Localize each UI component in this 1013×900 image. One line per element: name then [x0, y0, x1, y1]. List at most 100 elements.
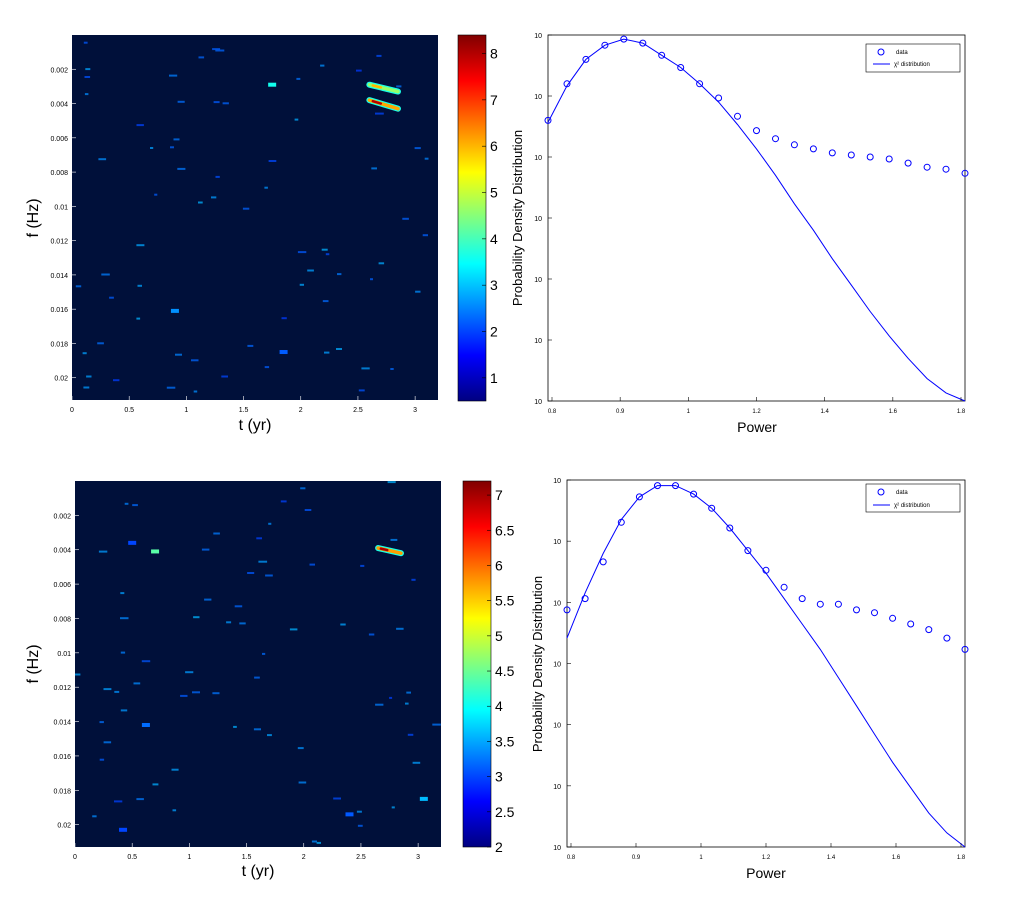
heatmap-noise: [120, 617, 129, 620]
data-point: [816, 600, 824, 608]
y-tick-label: 10: [534, 277, 542, 284]
y-tick-label: 10: [553, 845, 561, 852]
heatmap-noise: [84, 76, 91, 78]
y-tick-label: 10: [534, 338, 542, 345]
pdf-bottom-legend-chi-label: χ² distribution: [894, 503, 930, 509]
x-tick-label: 1.8: [957, 409, 966, 415]
y-tick-label: 10: [553, 723, 561, 730]
x-tick-label: 1.4: [820, 409, 829, 415]
data-point: [620, 35, 628, 43]
data-point: [853, 606, 860, 614]
heatmap-noise: [405, 702, 409, 705]
colorbar-tick-label: 6: [490, 138, 498, 154]
colorbar-tick-label: 7: [490, 92, 498, 108]
y-tick-label: 0.006: [53, 582, 71, 589]
y-tick-label: 0.002: [50, 67, 68, 74]
data-point: [753, 127, 760, 135]
heatmap-noise: [414, 147, 421, 150]
heatmap-ridge-peak: [379, 547, 389, 552]
heatmap-noise: [152, 783, 159, 786]
heatmap-noise: [212, 692, 220, 695]
heatmap-noise: [396, 85, 402, 88]
pdf-top-legend-data-label: data: [896, 50, 908, 56]
heatmap-noise: [340, 623, 346, 626]
y-tick-label: 10: [553, 539, 561, 546]
heatmap-noise: [120, 592, 125, 595]
heatmap-noise: [371, 167, 377, 170]
data-point: [834, 600, 842, 608]
heatmap-noise: [281, 317, 287, 320]
colorbar-tick-label: 4: [495, 698, 503, 714]
pdf-bottom-marks: [563, 482, 969, 848]
heatmap-noise: [387, 481, 396, 484]
data-point: [677, 64, 685, 71]
y-tick-label: 10: [534, 94, 542, 101]
x-tick-label: 0.9: [616, 409, 625, 415]
heatmap-noise: [422, 234, 428, 237]
heatmap-noise: [177, 100, 185, 103]
heatmap-noise: [378, 262, 385, 265]
heatmap-ridge-peak: [371, 84, 383, 89]
colorbar-tick-label: 3.5: [495, 733, 515, 749]
heatmap-noise: [175, 353, 182, 356]
data-point: [790, 141, 798, 149]
heatmap-noise: [233, 725, 237, 728]
x-tick-label: 1.2: [762, 855, 771, 861]
heatmap-noise: [424, 157, 429, 160]
heatmap-noise: [402, 217, 409, 220]
heatmap-noise: [234, 605, 243, 608]
heatmap-noise: [356, 810, 362, 813]
heatmap-noise: [133, 682, 141, 685]
heatmap-noise: [265, 574, 273, 577]
heatmap-noise: [193, 616, 200, 619]
heatmap-noise: [356, 69, 362, 72]
heatmap-noise: [389, 696, 393, 699]
spectrogram-top-plot-area: [72, 35, 438, 400]
pdf-top-legend-chi-label: χ² distribution: [894, 62, 930, 68]
x-tick-label: 1.2: [752, 409, 761, 415]
heatmap-noise: [103, 741, 112, 744]
heatmap-noise: [267, 734, 272, 737]
data-point: [809, 145, 817, 153]
x-tick-label: 1.4: [827, 855, 836, 861]
heatmap-noise: [172, 809, 177, 812]
heatmap-noise: [124, 502, 129, 505]
heatmap-noise: [120, 651, 126, 654]
heatmap-noise: [136, 317, 141, 320]
colorbar-tick-label: 2: [495, 839, 503, 855]
heatmap-noise: [173, 138, 180, 141]
colorbar-tick-label: 2: [490, 324, 498, 340]
heatmap-noise: [358, 389, 365, 392]
heatmap-spot: [419, 796, 428, 801]
y-tick-label: 0.01: [57, 651, 71, 658]
heatmap-noise: [396, 627, 404, 630]
data-point: [762, 566, 770, 574]
heatmap-noise: [84, 93, 89, 96]
heatmap-noise: [120, 709, 128, 712]
data-point: [961, 169, 969, 177]
heatmap-noise: [390, 538, 398, 541]
heatmap-noise: [213, 101, 220, 104]
pdf-top-ticks: 0.8 0.9 1 1.2 1.4 1.6 1.8 10 10 10 10 10 10 10: [534, 33, 966, 415]
heatmap-noise: [333, 797, 341, 800]
y-tick-label: 0.016: [50, 307, 68, 314]
heatmap-noise: [407, 733, 414, 736]
heatmap-noise: [304, 509, 312, 511]
heatmap-noise: [412, 761, 421, 764]
x-tick-label: 0.9: [632, 855, 641, 861]
colorbar-top: [457, 34, 487, 402]
heatmap-noise: [294, 118, 299, 121]
pdf-bottom-legend: data χ² distribution: [865, 483, 961, 513]
heatmap-noise: [253, 728, 261, 731]
heatmap-noise: [177, 167, 186, 170]
x-tick-label: 0.8: [567, 855, 576, 861]
data-point: [866, 153, 874, 161]
data-point: [828, 149, 836, 157]
pdf-bottom-ticks: 0.8 0.9 1 1.2 1.4 1.6 1.8 10 10 10 10 10 10 10: [553, 478, 966, 861]
heatmap-noise: [415, 290, 421, 293]
heatmap-noise: [132, 504, 138, 507]
colorbar-tick-label: 5: [495, 628, 503, 644]
colorbar-tick-label: 6.5: [495, 522, 515, 538]
data-point: [961, 645, 969, 653]
